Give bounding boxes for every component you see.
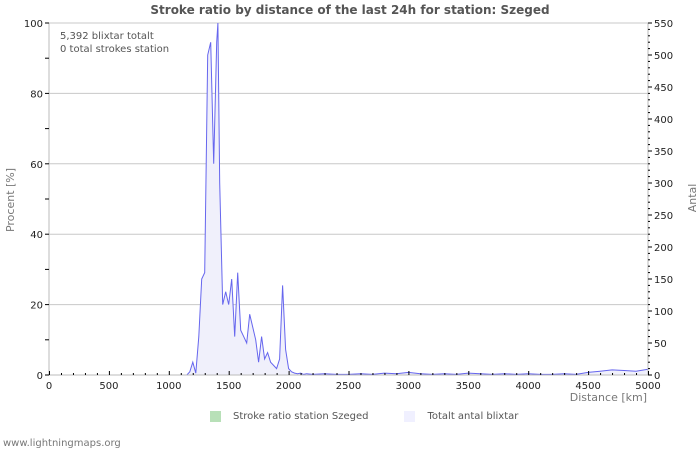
x-tick-label: 0 <box>46 381 52 392</box>
legend-label: Stroke ratio station Szeged <box>233 411 369 422</box>
y2-tick-label: 50 <box>654 339 667 350</box>
x-tick-label: 1000 <box>156 381 181 392</box>
y-axis-title: Procent [%] <box>4 168 17 232</box>
y2-axis-tick-labels: 0 50 100 150 200 250 300 350 400 450 500 550 <box>654 19 673 382</box>
y-tick-label: 80 <box>30 89 43 100</box>
legend-item-total-strokes: Totalt antal blixtar <box>404 411 518 422</box>
total-strokes-area <box>186 23 649 375</box>
y-tick-label: 60 <box>30 160 43 171</box>
x-tick-label: 3500 <box>456 381 481 392</box>
footer-site-link[interactable]: www.lightningmaps.org <box>3 438 121 449</box>
y2-tick-label: 200 <box>654 243 673 254</box>
x-tick-label: 3000 <box>396 381 421 392</box>
y2-tick-label: 0 <box>654 371 660 382</box>
x-axis-title: Distance [km] <box>570 391 647 404</box>
y2-tick-label: 350 <box>654 147 673 158</box>
y2-tick-label: 300 <box>654 179 673 190</box>
y-axis-tick-labels: 0 20 40 60 80 100 <box>24 19 43 382</box>
y2-tick-label: 250 <box>654 211 673 222</box>
y2-tick-label: 550 <box>654 19 673 30</box>
stats-annotation: 5,392 blixtar totalt 0 total strokes sta… <box>60 30 169 56</box>
x-axis-tick-labels: 0 500 1000 1500 2000 2500 3000 3500 4000 4500 5000 <box>46 381 661 392</box>
legend-swatch-lavender <box>404 411 416 422</box>
y2-axis-title: Antal <box>686 184 699 213</box>
total-strokes-line <box>186 22 649 376</box>
axes <box>45 22 652 376</box>
legend: Stroke ratio station Szeged Totalt antal… <box>210 411 554 422</box>
legend-label: Totalt antal blixtar <box>427 411 519 422</box>
y2-tick-label: 500 <box>654 51 673 62</box>
grid-lines <box>49 22 648 306</box>
legend-item-station-ratio: Stroke ratio station Szeged <box>210 411 368 422</box>
x-tick-label: 2000 <box>276 381 301 392</box>
x-tick-label: 4000 <box>515 381 540 392</box>
legend-swatch-green <box>210 411 221 422</box>
x-tick-label: 1500 <box>216 381 241 392</box>
x-tick-label: 4500 <box>575 381 600 392</box>
y2-tick-label: 450 <box>654 83 673 94</box>
total-strokes-count: 5,392 blixtar totalt <box>60 31 154 42</box>
y-tick-label: 40 <box>30 230 43 241</box>
chart-title: Stroke ratio by distance of the last 24h… <box>150 3 550 17</box>
y-tick-label: 0 <box>37 371 43 382</box>
y2-tick-label: 100 <box>654 307 673 318</box>
y2-tick-label: 400 <box>654 115 673 126</box>
y2-tick-label: 150 <box>654 275 673 286</box>
x-tick-label: 500 <box>99 381 118 392</box>
x-tick-label: 5000 <box>635 381 660 392</box>
y-tick-label: 100 <box>24 19 43 30</box>
station-strokes-count: 0 total strokes station <box>60 44 170 55</box>
y-tick-label: 20 <box>30 301 43 312</box>
x-tick-label: 2500 <box>336 381 361 392</box>
